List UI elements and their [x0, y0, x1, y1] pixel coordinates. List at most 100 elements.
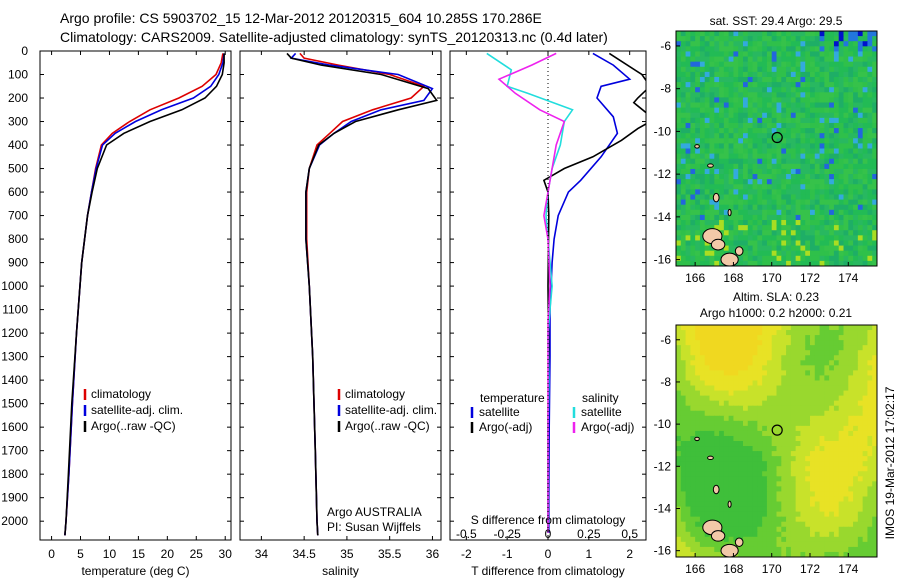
- map-cell: [771, 360, 778, 366]
- map-cell: [867, 102, 873, 109]
- map-cell: [699, 179, 706, 185]
- map-cell: [862, 122, 869, 129]
- map-cell: [776, 51, 782, 58]
- sst-map-frame: [675, 30, 878, 267]
- map-cell: [857, 506, 864, 513]
- map-cell: [848, 335, 854, 341]
- map-cell: [699, 61, 706, 68]
- map-cell: [714, 168, 720, 175]
- map-cell: [795, 240, 802, 247]
- map-cell: [699, 92, 706, 99]
- map-cell: [795, 163, 802, 170]
- map-cell: [714, 420, 720, 427]
- map-cell: [786, 435, 792, 442]
- map-cell: [786, 250, 792, 257]
- map-cell: [685, 340, 691, 346]
- map-cell: [747, 491, 754, 498]
- map-cell: [805, 456, 811, 462]
- map-cell: [709, 204, 715, 211]
- map-cell: [766, 148, 773, 155]
- map-cell: [867, 184, 873, 190]
- map-cell: [776, 526, 782, 533]
- map-cell: [676, 330, 682, 336]
- imos-timestamp: IMOS 19-Mar-2012 17:02:17: [883, 386, 897, 539]
- sst-map-lat-label: -6: [660, 39, 671, 53]
- map-cell: [776, 410, 782, 417]
- map-cell: [733, 168, 739, 175]
- map-cell: [699, 551, 706, 557]
- map-cell: [853, 420, 859, 427]
- map-cell: [829, 230, 835, 236]
- sla-map-lon-label: 170: [762, 562, 782, 576]
- map-cell: [853, 375, 859, 382]
- map-cell: [857, 360, 864, 366]
- map-cell: [762, 435, 768, 442]
- map-cell: [676, 526, 682, 533]
- map-cell: [805, 220, 811, 226]
- map-cell: [857, 531, 864, 538]
- map-cell: [680, 255, 687, 262]
- map-cell: [719, 31, 725, 37]
- map-cell: [714, 365, 720, 371]
- map-cell: [714, 87, 720, 93]
- map-cell: [805, 168, 811, 175]
- map-cell: [714, 456, 720, 462]
- map-cell: [824, 46, 830, 53]
- map-cell: [714, 360, 720, 366]
- map-cell: [733, 335, 739, 341]
- map-cell: [766, 41, 773, 47]
- map-cell: [833, 194, 840, 201]
- map-cell: [833, 66, 840, 73]
- map-cell: [762, 189, 768, 196]
- map-cell: [786, 107, 792, 114]
- map-cell: [790, 471, 797, 477]
- map-cell: [690, 461, 696, 467]
- map-cell: [805, 225, 811, 231]
- map-cell: [771, 441, 778, 447]
- map-cell: [843, 441, 849, 447]
- map-cell: [848, 122, 854, 129]
- map-cell: [695, 76, 701, 83]
- map-cell: [786, 102, 792, 109]
- map-cell: [747, 36, 754, 42]
- map-cell: [743, 102, 749, 109]
- map-cell: [747, 456, 754, 462]
- map-cell: [747, 92, 754, 99]
- depth-tick-label: 1400: [1, 373, 28, 387]
- map-cell: [776, 71, 782, 78]
- map-cell: [695, 168, 701, 175]
- temperature-series-climatology: [64, 53, 224, 536]
- map-cell: [814, 325, 821, 331]
- map-cell: [848, 87, 854, 93]
- map-cell: [790, 390, 797, 397]
- map-cell: [867, 491, 873, 498]
- map-cell: [738, 345, 744, 351]
- map-cell: [699, 148, 706, 155]
- map-cell: [790, 61, 797, 68]
- map-cell: [719, 456, 725, 462]
- map-cell: [862, 143, 869, 150]
- map-cell: [766, 425, 773, 432]
- map-cell: [824, 214, 830, 221]
- map-cell: [728, 97, 735, 104]
- salinity-difference-axis-label: S difference from climatology: [471, 513, 626, 527]
- map-cell: [810, 148, 816, 155]
- map-cell: [776, 516, 782, 523]
- map-cell: [800, 36, 806, 42]
- map-cell: [752, 240, 758, 247]
- map-cell: [719, 194, 725, 201]
- map-cell: [838, 496, 845, 503]
- map-cell: [738, 230, 744, 236]
- map-cell: [781, 430, 787, 437]
- map-cell: [714, 107, 720, 114]
- map-cell: [728, 240, 735, 247]
- map-cell: [814, 536, 821, 543]
- map-cell: [728, 82, 735, 88]
- map-cell: [699, 245, 706, 252]
- map-cell: [676, 516, 682, 523]
- map-cell: [829, 36, 835, 42]
- map-cell: [685, 410, 691, 417]
- map-cell: [743, 365, 749, 371]
- map-cell: [872, 335, 877, 341]
- map-cell: [814, 435, 821, 442]
